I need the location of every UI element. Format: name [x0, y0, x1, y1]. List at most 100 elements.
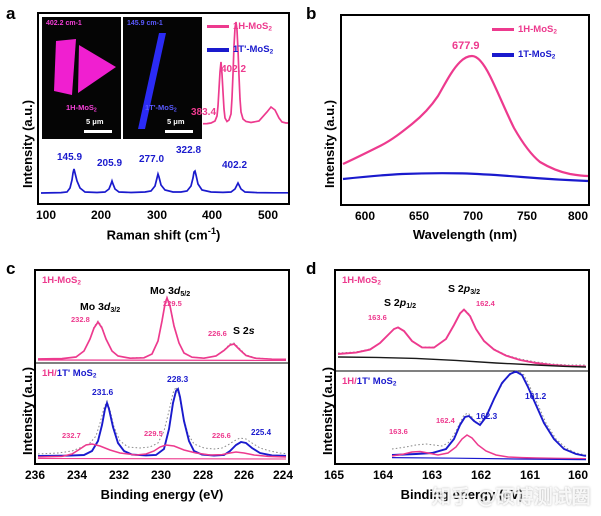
panel-c-bottom-sample-label: 1H/1T' MoS2: [42, 368, 96, 380]
inset-left-scalebar: [84, 130, 112, 133]
panel-d-top-scatter: [337, 308, 586, 366]
inset-left-frequency: 402.2 cm-1: [46, 20, 82, 27]
legend-item-1h-mos2: 1H-MoS2: [207, 18, 273, 36]
panel-b-plot-area: 1H-MoS2 1T-MoS2 677.9: [340, 14, 590, 206]
panel-a-inset-left: 402.2 cm-1 1H-MoS2 5 μm: [41, 16, 122, 140]
panel-b-letter: b: [306, 4, 317, 23]
peak-label-322-8: 322.8: [176, 145, 202, 156]
inset-right-scale-label: 5 μm: [167, 117, 185, 126]
panel-d-bottom-label-1h: 1H: [342, 376, 355, 387]
peak-label-205-9: 205.9: [97, 158, 123, 169]
panel-d-bottom-peak-163-6: 163.6: [389, 427, 408, 436]
panel-d-bottom-peak-162-3: 162.3: [476, 411, 498, 421]
legend-item-1h-pl: 1H-MoS2: [492, 21, 557, 39]
panel-c-top-peak-229-5: 229.5: [163, 299, 182, 308]
panel-d-bottom-label-sep: /: [354, 376, 357, 387]
curve-bottom-baseline: [37, 457, 287, 460]
panel-a-xtick-500: 500: [257, 208, 279, 222]
panel-d-ylabel: Intensity (a.u.): [320, 366, 335, 455]
panel-c-bottom-scatter: [37, 385, 287, 455]
panel-c-annot-s2s: S 2s: [233, 325, 255, 337]
panel-b-ylabel: Intensity (a.u.): [322, 99, 337, 188]
inset-left-scale-label: 5 μm: [86, 117, 104, 126]
panel-a-xtick-400: 400: [201, 208, 223, 222]
panel-c-annot-mo3d52: Mo 3d5/2: [150, 285, 191, 298]
panel-c: c Intensity (a.u.) 1H: [0, 255, 300, 516]
curve-bottom-pink-fit-s2p: [391, 434, 587, 460]
legend-item-1t-mos2: 1T'-MoS2: [207, 41, 273, 59]
panel-c-plot-area: 1H-MoS2 Mo 3d3/2 Mo 3d5/2 S 2s 232.8 229…: [34, 269, 290, 465]
panel-c-top-peak-226-6: 226.6: [208, 329, 227, 338]
panel-d-bottom-label-1t: 1T': [356, 376, 371, 387]
bottom-label-tail: MoS2: [70, 368, 97, 380]
panel-c-xtick-226: 226: [233, 468, 255, 482]
panel-b-xtick-700: 700: [462, 209, 484, 223]
panel-d-xlabel: Binding energy (eV): [400, 487, 524, 502]
legend-label-1t-pl: 1T-MoS2: [518, 48, 556, 61]
panel-a-letter: a: [6, 4, 16, 23]
panel-a-plot-area: 402.2 cm-1 1H-MoS2 5 μm 145.9 cm-1 1T'-M…: [37, 12, 290, 205]
panel-d-xtick-165: 165: [323, 468, 345, 482]
legend-swatch-1h-pl: [492, 28, 514, 32]
panel-a-legend: 1H-MoS2 1T'-MoS2: [207, 18, 273, 59]
inset-left-sample: 1H-MoS2: [66, 103, 97, 114]
legend-item-1t-pl: 1T-MoS2: [492, 46, 557, 64]
panel-b-xtick-750: 750: [516, 209, 538, 223]
legend-swatch-1t: [207, 47, 229, 52]
panel-d-xtick-162: 162: [470, 468, 492, 482]
panel-c-xlabel: Binding energy (eV): [100, 487, 224, 502]
legend-swatch-1h: [207, 25, 229, 29]
peak-label-277-0: 277.0: [139, 154, 165, 165]
panel-d-letter: d: [306, 259, 317, 278]
panel-c-top-sample-label: 1H-MoS2: [42, 275, 81, 287]
panel-c-top-peak-232-8: 232.8: [71, 315, 90, 324]
peak-label-145-9: 145.9: [57, 152, 83, 163]
panel-d-plot-area: 1H-MoS2 S 2p1/2 S 2p3/2 163.6 162.4 1H/1…: [334, 269, 590, 465]
panel-a-xtick-200: 200: [90, 208, 112, 222]
panel-d-curves: [336, 308, 588, 461]
panel-b-peak-label-677-9: 677.9: [452, 40, 480, 52]
panel-b: b Intensity (a.u.) 1H-MoS2 1T-MoS2 677.9…: [300, 0, 601, 250]
panel-a: a Intensity (a.u.) 402.2 cm-1 1H-MoS2 5 …: [0, 0, 300, 250]
curve-1t-mos2-raman: [40, 168, 288, 194]
panel-d-top-peak-162-4: 162.4: [476, 299, 495, 308]
curve-top-baseline-black: [337, 356, 587, 368]
panel-c-xtick-228: 228: [192, 468, 214, 482]
panel-c-letter: c: [6, 259, 16, 278]
curve-1t-mos2-pl: [342, 172, 588, 183]
raman-map-1h-image: [42, 17, 121, 139]
panel-b-xtick-800: 800: [567, 209, 589, 223]
curve-bottom-blue-fit: [37, 387, 287, 457]
panel-c-xtick-224: 224: [272, 468, 294, 482]
panel-c-ylabel: Intensity (a.u.): [20, 366, 35, 455]
panel-d-bottom-peak-161-2: 161.2: [525, 391, 547, 401]
panel-a-xtick-300: 300: [146, 208, 168, 222]
raman-map-1t-image: [123, 17, 202, 139]
inset-right-scalebar: [165, 130, 193, 133]
panel-d-xtick-160: 160: [567, 468, 589, 482]
panel-c-curves: [36, 295, 288, 460]
panel-d-top-peak-163-6: 163.6: [368, 313, 387, 322]
inset-right-sample: 1T'-MoS2: [145, 103, 177, 114]
panel-c-xtick-236: 236: [24, 468, 46, 482]
watermark-text: 知乎 @硕博测试圈: [432, 486, 591, 508]
panel-d-top-sample-label: 1H-MoS2: [342, 275, 381, 287]
panel-b-xtick-600: 600: [354, 209, 376, 223]
panel-c-bottom-peak-226-6: 226.6: [212, 431, 231, 440]
bottom-label-1h: 1H: [42, 368, 55, 379]
bottom-label-sep: /: [54, 368, 57, 379]
legend-label-1h: 1H-MoS2: [233, 20, 272, 33]
panel-b-xtick-650: 650: [408, 209, 430, 223]
panel-d-annot-s2p32: S 2p3/2: [448, 283, 481, 296]
legend-swatch-1t-pl: [492, 52, 514, 57]
panel-c-xtick-230: 230: [150, 468, 172, 482]
curve-bottom-baseline-s2p: [391, 457, 587, 461]
panel-d-xtick-163: 163: [421, 468, 443, 482]
peak-label-402-2-blue: 402.2: [222, 160, 248, 171]
peak-label-402-2-pink: 402.2: [221, 64, 247, 75]
curve-top-envelope-1h: [37, 295, 287, 361]
panel-d-xtick-164: 164: [372, 468, 394, 482]
panel-d-xtick-161: 161: [519, 468, 541, 482]
panel-d-bottom-peak-162-4: 162.4: [436, 416, 455, 425]
curve-top-envelope-1h-s2p: [337, 308, 587, 368]
